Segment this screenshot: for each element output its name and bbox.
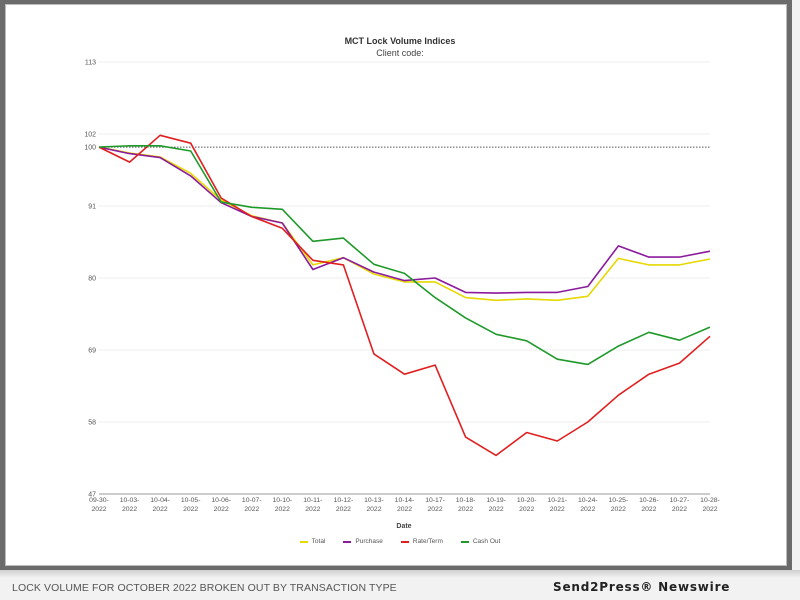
x-tick-label: 10-03-2022 [120, 497, 140, 513]
legend-item[interactable]: Cash Out [460, 538, 501, 545]
x-tick-label: 10-04-2022 [150, 497, 170, 513]
x-tick-label: 10-12-2022 [334, 497, 354, 513]
y-tick-label: 113 [85, 60, 96, 67]
y-tick-label: 91 [88, 204, 96, 211]
legend-item[interactable]: Rate/Term [400, 538, 443, 545]
y-tick-label: 102 [84, 132, 96, 139]
x-tick-label: 10-11-2022 [303, 497, 322, 513]
chart-panel [5, 4, 787, 566]
x-tick-label: 10-24-2022 [578, 497, 598, 513]
y-tick-label: 58 [88, 420, 96, 427]
legend-label: Rate/Term [412, 538, 443, 545]
y-tick-label: 100 [84, 145, 96, 152]
legend-swatch [400, 540, 409, 543]
legend-label: Cash Out [472, 538, 501, 545]
x-tick-label: 09-30-2022 [89, 497, 109, 513]
legend-swatch [299, 540, 308, 543]
series-line-purchase [98, 146, 711, 294]
x-tick-label: 10-19-2022 [486, 497, 506, 513]
x-tick-label: 10-14-2022 [395, 497, 415, 513]
x-tick-label: 10-26-2022 [639, 497, 659, 513]
x-tick-label: 10-27-2022 [670, 497, 690, 513]
x-tick-label: 10-20-2022 [517, 497, 537, 513]
brand-logo: Send2Press® Newswire [553, 580, 731, 594]
x-tick-label: 10-13-2022 [364, 497, 384, 513]
y-tick-label: 47 [88, 492, 96, 499]
line-chart: 113 102 100 91 80 69 58 47 09-30-2022 10-03-2022… [84, 60, 720, 531]
frame-shadow [0, 570, 800, 578]
legend-swatch [343, 540, 352, 543]
series-lines [98, 134, 711, 457]
y-tick-label: 69 [88, 348, 96, 355]
x-tick-label: 10-06-2022 [211, 497, 231, 513]
x-tick-label: 10-18-2022 [456, 497, 476, 513]
chart-title: MCT Lock Volume Indices [344, 36, 456, 46]
y-tick-label: 80 [88, 276, 96, 283]
legend-swatch [460, 540, 469, 543]
chart-subtitle: Client code: [376, 48, 424, 58]
series-line-total [98, 146, 711, 302]
x-tick-label: 10-05-2022 [181, 497, 201, 513]
image-caption: LOCK VOLUME FOR OCTOBER 2022 BROKEN OUT … [12, 582, 397, 594]
legend-item[interactable]: Purchase [343, 538, 383, 545]
y-axis-ticks: 113 102 100 91 80 69 58 47 [84, 60, 96, 499]
x-tick-label: 10-07-2022 [242, 497, 262, 513]
x-tick-label: 10-21-2022 [547, 497, 567, 513]
legend-label: Purchase [355, 538, 383, 545]
x-tick-label: 10-28-2022 [700, 497, 720, 513]
x-axis-label: Date [396, 523, 411, 530]
legend-label: Total [311, 538, 326, 545]
gridlines [99, 61, 710, 495]
legend-item[interactable]: Total [299, 538, 326, 545]
x-tick-label: 10-17-2022 [425, 497, 445, 513]
series-line-rate-term [98, 134, 711, 457]
chart-legend: Total Purchase Rate/Term Cash Out [0, 538, 800, 545]
series-line-cash-out [98, 145, 711, 366]
x-tick-label: 10-10-2022 [272, 497, 292, 513]
x-axis-ticks: 09-30-2022 10-03-2022 10-04-2022 10-05-2022… [89, 497, 720, 513]
x-tick-label: 10-25-2022 [609, 497, 629, 513]
